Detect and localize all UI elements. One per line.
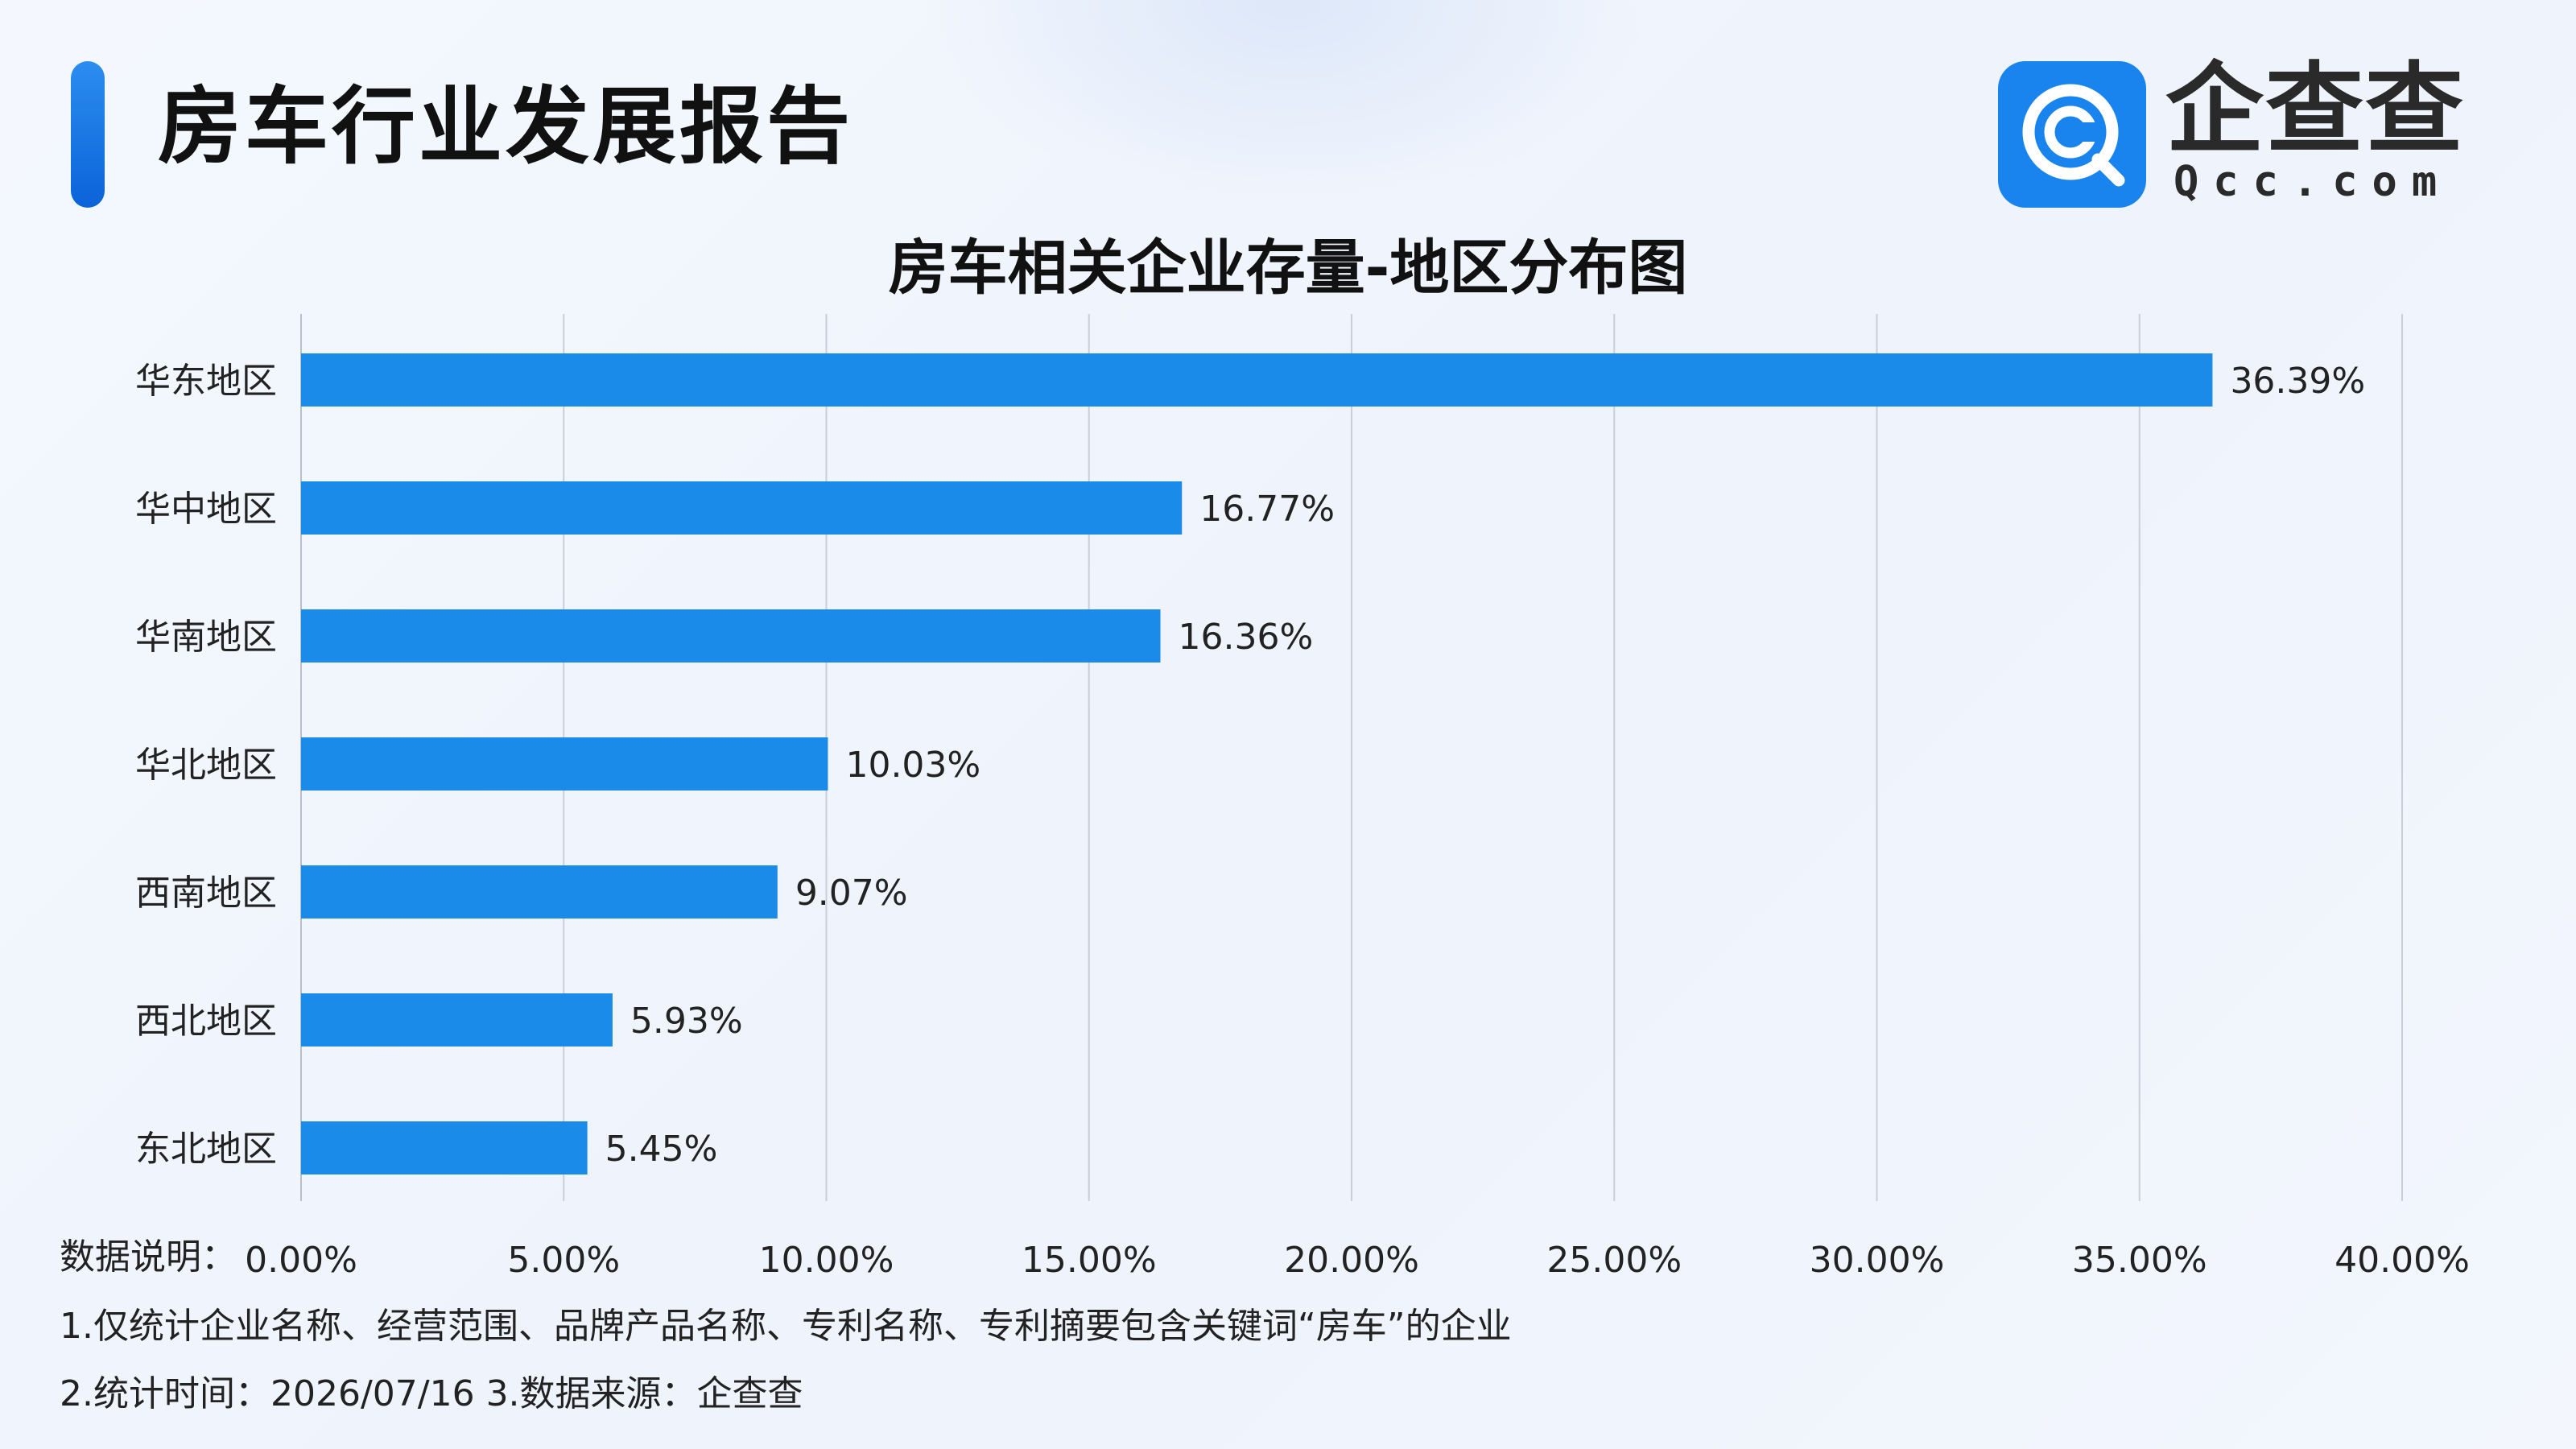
qcc-logo-icon — [1998, 61, 2146, 208]
category-label: 西北地区 — [135, 1001, 277, 1042]
category-label: 东北地区 — [135, 1129, 277, 1170]
title-accent-bar — [71, 61, 105, 208]
notes-line-2: 2.统计时间：2026/07/16 3.数据来源：企查查 — [60, 1373, 803, 1414]
data-label: 36.39% — [2230, 361, 2365, 402]
bar — [301, 609, 1161, 663]
page-title: 房车行业发展报告 — [158, 77, 854, 175]
x-tick-label: 25.00% — [1546, 1240, 1682, 1281]
bar — [301, 865, 778, 919]
x-tick-label: 0.00% — [245, 1240, 357, 1281]
data-label: 5.45% — [605, 1129, 718, 1170]
x-tick-label: 40.00% — [2334, 1240, 2470, 1281]
x-tick-label: 10.00% — [759, 1240, 894, 1281]
x-tick-label: 5.00% — [507, 1240, 620, 1281]
bar — [301, 353, 2213, 407]
category-label: 西南地区 — [135, 873, 277, 914]
category-label: 华南地区 — [135, 617, 277, 658]
logo-name-cn: 企查查 — [2165, 52, 2465, 167]
chart-bars — [301, 353, 2213, 1174]
x-tick-label: 15.00% — [1022, 1240, 1157, 1281]
data-label: 10.03% — [845, 745, 980, 786]
bar — [301, 481, 1183, 535]
category-label: 华北地区 — [135, 745, 277, 786]
category-label: 华中地区 — [135, 489, 277, 530]
data-label: 5.93% — [630, 1001, 743, 1042]
qcc-logo-glyph — [2022, 84, 2125, 187]
logo-name-en: Qcc.com — [2174, 158, 2452, 206]
notes-line-1: 1.仅统计企业名称、经营范围、品牌产品名称、专利名称、专利摘要包含关键词“房车”… — [60, 1306, 1512, 1347]
bar — [301, 737, 828, 791]
notes-prefix: 数据说明： — [60, 1236, 237, 1278]
data-label: 9.07% — [795, 873, 908, 914]
bar — [301, 1121, 588, 1174]
bar — [301, 993, 613, 1046]
chart-title: 房车相关企业存量-地区分布图 — [889, 233, 1688, 303]
category-label: 华东地区 — [135, 361, 277, 402]
data-label: 16.36% — [1178, 617, 1313, 658]
chart-labels: 0.00% 5.00% 10.00% 15.00% 20.00% 25.00% 30.00%… — [135, 361, 2470, 1281]
x-tick-label: 30.00% — [1810, 1240, 1945, 1281]
data-label: 16.77% — [1199, 489, 1335, 530]
x-tick-label: 20.00% — [1284, 1240, 1419, 1281]
x-tick-label: 35.00% — [2072, 1240, 2207, 1281]
